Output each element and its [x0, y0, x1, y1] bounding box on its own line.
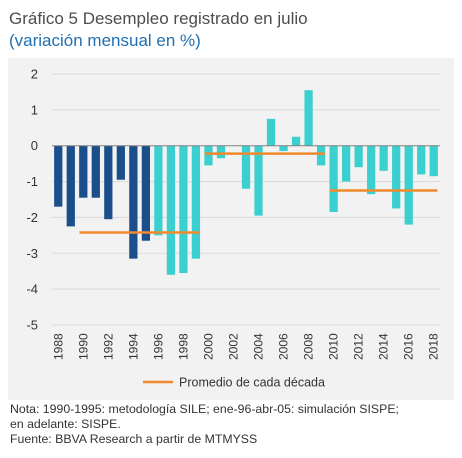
x-tick-label: 1992: [101, 333, 115, 360]
x-tick-label: 2016: [402, 333, 416, 360]
y-tick-label: 0: [31, 138, 38, 153]
x-tick-label: 1988: [51, 333, 65, 360]
bar: [329, 145, 338, 213]
y-tick-label: -1: [26, 174, 38, 189]
bar: [354, 145, 363, 168]
bar-chart: 2 1 0 -1 -2 -3 -4 -5 1988 1990 1992 1994 1996 1998 200…: [26, 67, 441, 390]
y-tick-label: -5: [26, 318, 38, 333]
legend-label: Promedio de cada década: [179, 376, 325, 390]
note-line-1: Nota: 1990-1995: metodología SILE; ene-9…: [10, 402, 399, 416]
x-tick-label: 2018: [427, 333, 441, 360]
y-tick-label: -3: [26, 246, 38, 261]
bar: [204, 145, 213, 166]
bar: [392, 145, 401, 209]
bar: [254, 145, 263, 216]
x-tick-label: 1990: [76, 333, 90, 360]
y-tick-label: 1: [31, 102, 38, 117]
bar: [129, 145, 138, 259]
bar: [417, 145, 426, 175]
chart-title: Gráfico 5 Desempleo registrado en julio: [9, 9, 308, 28]
bar: [266, 118, 276, 146]
bar: [241, 145, 251, 189]
bar: [216, 145, 226, 159]
bar: [179, 145, 188, 274]
bar: [291, 136, 301, 146]
bar: [79, 145, 88, 198]
y-tick-label: 2: [31, 67, 38, 82]
bar: [367, 145, 376, 195]
chart-panel: 2 1 0 -1 -2 -3 -4 -5 1988 1990 1992 1994 1996 1998 200…: [8, 58, 454, 400]
x-tick-label: 1998: [176, 333, 190, 360]
x-tick-label: 1996: [151, 333, 165, 360]
bar: [166, 145, 176, 275]
bar: [116, 145, 125, 180]
bar: [341, 145, 351, 182]
x-tick-label: 2008: [302, 333, 316, 360]
x-tick-label: 2010: [327, 333, 341, 360]
source-line: Fuente: BBVA Research a partir de MTMYSS: [10, 432, 258, 446]
y-tick-label: -2: [26, 210, 38, 225]
bar: [316, 145, 326, 166]
x-tick-label: 1994: [126, 333, 140, 360]
x-tick-label: 2002: [226, 333, 240, 360]
x-tick-label: 2012: [352, 333, 366, 360]
x-tick-label: 2004: [252, 333, 266, 360]
bar: [54, 145, 63, 207]
bar: [304, 90, 313, 146]
y-tick-label: -4: [26, 282, 38, 297]
x-tick-label: 2000: [201, 333, 215, 360]
bar: [279, 145, 288, 152]
x-tick-label: 2006: [277, 333, 291, 360]
bar: [66, 145, 75, 227]
chart-subtitle: (variación mensual en %): [9, 31, 201, 50]
bar: [104, 145, 113, 220]
bar: [91, 145, 100, 198]
note-line-2: en adelante: SISPE.: [10, 417, 121, 431]
bar: [404, 145, 413, 225]
bar: [429, 145, 438, 177]
bar: [141, 145, 151, 241]
bar: [379, 145, 388, 171]
bar: [154, 145, 163, 236]
bar: [191, 145, 201, 259]
x-tick-label: 2014: [377, 333, 391, 360]
